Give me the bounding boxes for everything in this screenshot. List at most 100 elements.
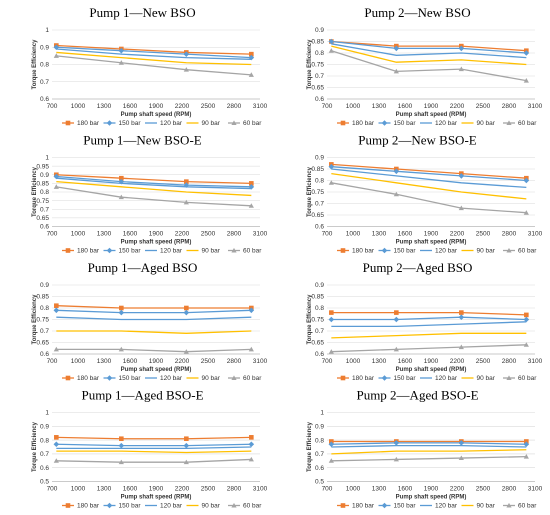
x-tick-label: 1000 [71,231,86,238]
series-line-90-bar [331,332,527,339]
y-tick-label: 0.65 [311,85,324,92]
data-point-60-bar [118,346,124,352]
y-tick-label: 0.6 [315,465,324,472]
legend-label: 90 bar [477,120,496,127]
x-tick-label: 2200 [450,358,465,365]
legend-marker-60-bar [506,375,512,380]
y-axis-title: Torque Efficiency [32,166,38,217]
series-line-150-bar [56,46,252,59]
data-point-150-bar [523,316,530,323]
y-tick-label: 0.95 [36,163,49,170]
legend-label: 150 bar [119,248,142,255]
legend-label: 120 bar [435,503,458,510]
x-tick-label: 1900 [149,358,164,365]
chart-panel-7: Pump 1—Aged BSO-E 0.5 0.6 0.7 0.8 0.9 1 700 1000… [32,388,268,510]
data-point-60-bar [53,346,59,352]
data-point-180-bar [119,305,124,311]
y-tick-label: 0.85 [36,294,49,301]
legend-label: 180 bar [352,375,375,382]
data-point-180-bar [184,179,189,184]
x-tick-label: 2200 [175,231,190,238]
series-line-120-bar [331,168,527,189]
series-line-150-bar [56,175,252,188]
x-tick-label: 700 [47,231,58,238]
series-line-180-bar [331,311,527,316]
chart-panel-1: Pump 1—New BSO 0.6 0.7 0.8 0.9 1 700 1000 1300 16… [32,5,268,127]
data-point-180-bar [394,310,399,315]
chart-title: Pump 2—New BSO [364,5,470,20]
x-tick-label: 1000 [71,103,86,110]
x-tick-label: 1000 [346,103,361,110]
data-point-150-bar [118,47,125,54]
legend-label: 60 bar [518,503,537,510]
legend-label: 180 bar [352,120,375,127]
data-point-150-bar [393,316,400,323]
y-tick-label: 0.6 [315,224,324,231]
y-tick-label: 0.75 [311,62,324,69]
legend-marker-150-bar [106,120,113,126]
y-tick-label: 0.6 [40,96,49,103]
x-tick-label: 1600 [398,103,413,110]
y-tick-label: 0.7 [315,73,324,80]
y-tick-label: 0.9 [315,27,324,34]
series-line-150-bar [56,309,252,314]
series-line-60-bar [56,55,252,76]
chart-panel-8: Pump 2—Aged BSO-E 0.5 0.6 0.7 0.8 0.9 1 700 1000… [307,388,543,510]
x-tick-label: 2200 [450,231,465,238]
series-line-150-bar [331,442,527,445]
x-axis-title: Pump shaft speed (RPM) [396,112,467,118]
x-tick-label: 700 [47,486,58,493]
data-point-150-bar [523,50,530,56]
y-tick-label: 0.6 [315,96,324,103]
legend-marker-150-bar [106,502,113,509]
x-tick-label: 1300 [372,231,387,238]
legend-label: 60 bar [518,375,537,382]
x-tick-label: 1600 [398,486,413,493]
data-point-150-bar [53,44,60,51]
x-axis-title: Pump shaft speed (RPM) [121,112,192,118]
series-line-60-bar [331,344,527,353]
x-tick-label: 2500 [476,486,491,493]
x-tick-label: 3100 [528,486,543,493]
data-point-180-bar [54,435,59,440]
y-tick-label: 0.9 [315,282,324,289]
data-point-150-bar [53,307,60,314]
data-point-150-bar [183,309,190,316]
series-line-60-bar [331,456,527,462]
chart-panel-4: Pump 2—New BSO-E 0.6 0.65 0.7 0.75 0.8 0.85 0.9… [307,133,543,255]
legend-label: 60 bar [518,248,537,255]
data-point-60-bar [523,78,529,83]
x-tick-label: 2500 [476,358,491,365]
x-tick-label: 2800 [227,103,242,110]
y-tick-label: 1 [320,410,324,417]
x-tick-label: 1600 [123,103,138,110]
legend-marker-60-bar [506,120,512,125]
legend-label: 90 bar [202,248,221,255]
legend-label: 60 bar [243,375,262,382]
x-axis-title: Pump shaft speed (RPM) [121,495,192,501]
x-tick-label: 2800 [502,231,517,238]
series-line-180-bar [331,40,527,52]
legend-label: 150 bar [394,120,417,127]
series-line-120-bar [331,43,527,59]
x-tick-label: 1900 [424,486,439,493]
x-tick-label: 2500 [201,103,216,110]
legend-marker-60-bar [231,120,237,125]
legend-label: 90 bar [202,375,221,382]
legend-label: 90 bar [477,503,496,510]
chart-title: Pump 1—Aged BSO [88,260,198,275]
y-axis-title: Torque Efficiency [307,421,313,472]
x-tick-label: 1000 [346,231,361,238]
data-point-60-bar [183,349,189,354]
x-tick-label: 2800 [502,486,517,493]
chart-legend: 180 bar 150 bar 120 bar 90 bar 60 bar [62,248,262,255]
data-point-60-bar [393,68,399,74]
y-tick-label: 0.85 [36,181,49,188]
y-tick-label: 0.5 [315,479,324,486]
legend-label: 150 bar [394,503,417,510]
data-point-180-bar [249,181,254,186]
series-line-150-bar [331,40,527,54]
x-tick-label: 1600 [123,486,138,493]
x-tick-label: 1900 [424,103,439,110]
legend-label: 90 bar [202,503,221,510]
